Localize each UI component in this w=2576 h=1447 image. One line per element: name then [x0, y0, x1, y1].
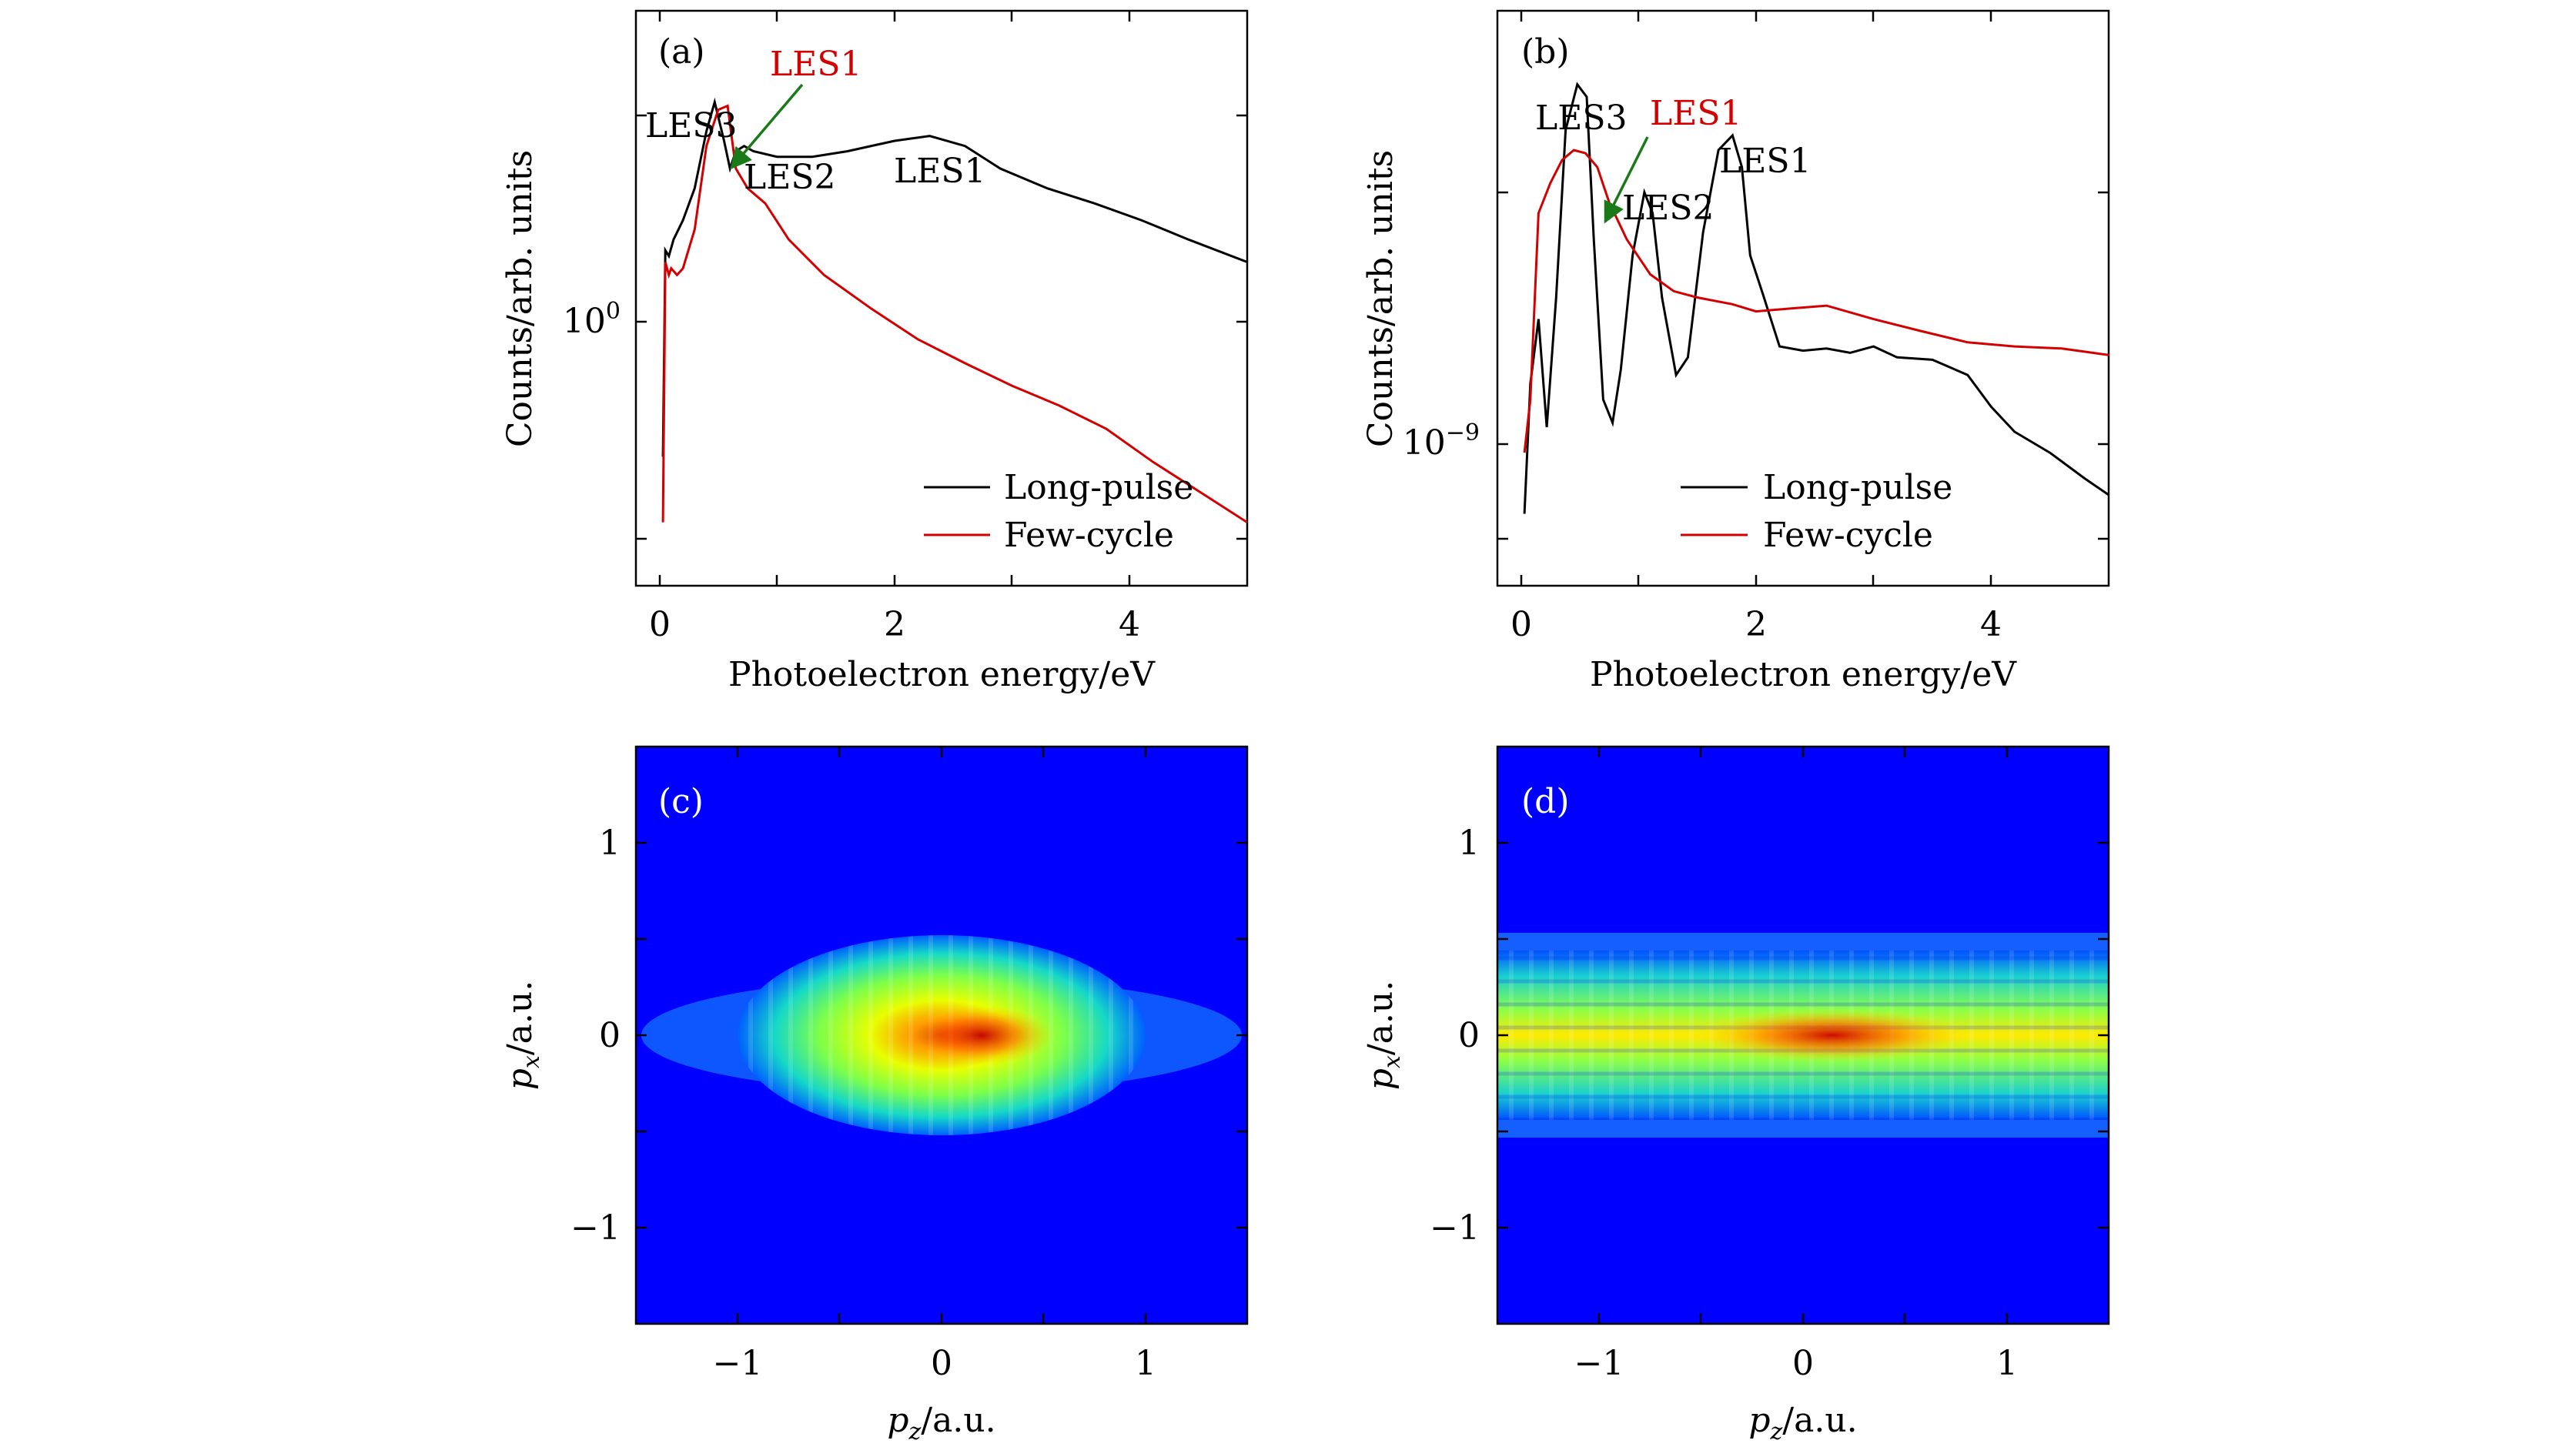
y-axis-title: px/a.u. — [500, 981, 545, 1090]
y-axis-title: Counts/arb. units — [1361, 150, 1400, 447]
tick-label-y: 1 — [599, 824, 621, 863]
panel-label: (b) — [1521, 32, 1570, 72]
panel-label: (a) — [658, 32, 705, 72]
tick-marks — [1497, 11, 2109, 586]
x-axis-title: pz/a.u. — [887, 1401, 995, 1445]
tick-label-y: 1 — [1458, 824, 1480, 863]
tick-label-x: 4 — [1119, 605, 1140, 644]
plot-frame — [1496, 9, 2110, 587]
tick-label-x: −1 — [713, 1344, 763, 1383]
panel-a: (a) 0 2 4 100 Photoelectron energy/eV Co… — [500, 9, 1249, 694]
annotation-les1-red: LES1 — [770, 45, 861, 84]
panel-label: (c) — [658, 782, 704, 821]
tick-marks — [636, 747, 1247, 1324]
tick-label-y: 0 — [1458, 1016, 1480, 1055]
panel-c: (c) −1 0 1 1 0 −1 pz/a.u. px/a.u. — [500, 745, 1249, 1445]
tick-marks — [636, 11, 1247, 586]
legend-label-few-cycle: Few-cycle — [1763, 516, 1933, 555]
x-axis-title: Photoelectron energy/eV — [728, 655, 1156, 694]
series-line-long-pulse — [661, 97, 1247, 457]
tick-marks — [1497, 747, 2109, 1324]
series-line-few-cycle — [661, 104, 1247, 523]
tick-label-y: −1 — [1430, 1208, 1480, 1248]
panel-d: (d) −1 0 1 1 0 −1 pz/a.u. px/a.u. — [1361, 745, 2110, 1445]
annotation-arrow — [1604, 136, 1649, 224]
heatmap-core — [908, 1004, 1055, 1066]
tick-label-x: 0 — [1510, 605, 1532, 644]
annotation-les1-black: LES1 — [894, 152, 985, 191]
legend-label-long-pulse: Long-pulse — [1763, 468, 1952, 507]
tick-label-x: 2 — [884, 605, 905, 644]
annotation-les3: LES3 — [645, 106, 737, 145]
tick-label-x: 2 — [1745, 605, 1767, 644]
panel-label: (d) — [1521, 782, 1570, 821]
tick-label-y: 0 — [599, 1016, 621, 1055]
heatmap-core — [1694, 1008, 1971, 1062]
tick-label-y: 10−9 — [1403, 419, 1480, 463]
legend: Long-pulse Few-cycle — [1681, 468, 1952, 555]
tick-label-y: −1 — [570, 1208, 621, 1248]
tick-label-x: 0 — [931, 1344, 952, 1383]
tick-label-x: 1 — [1996, 1344, 2018, 1383]
x-axis-title: Photoelectron energy/eV — [1590, 655, 2017, 694]
legend-label-few-cycle: Few-cycle — [1004, 516, 1174, 555]
tick-label-x: −1 — [1574, 1344, 1624, 1383]
annotation-les1-red: LES1 — [1650, 94, 1741, 133]
tick-label-x: 4 — [1980, 605, 2002, 644]
plot-frame — [634, 9, 1249, 587]
tick-label-y: 100 — [563, 298, 621, 341]
annotation-les3: LES3 — [1535, 99, 1627, 138]
tick-label-x: 1 — [1135, 1344, 1156, 1383]
tick-label-x: 0 — [1792, 1344, 1814, 1383]
tick-label-x: 0 — [649, 605, 671, 644]
annotation-les2: LES2 — [744, 158, 835, 197]
annotation-les2: LES2 — [1622, 189, 1714, 228]
annotation-les1-black: LES1 — [1719, 142, 1811, 181]
legend-label-long-pulse: Long-pulse — [1004, 468, 1193, 507]
legend: Long-pulse Few-cycle — [924, 468, 1193, 555]
annotation-arrow — [730, 83, 804, 170]
x-axis-title: pz/a.u. — [1748, 1401, 1857, 1445]
y-axis-title: Counts/arb. units — [500, 150, 540, 447]
panel-b: (b) 0 2 4 10−9 Photoelectron energy/eV C… — [1361, 9, 2110, 694]
y-axis-title: px/a.u. — [1361, 981, 1406, 1090]
series-line-long-pulse — [1523, 82, 2109, 514]
series-line-few-cycle — [1523, 149, 2109, 453]
